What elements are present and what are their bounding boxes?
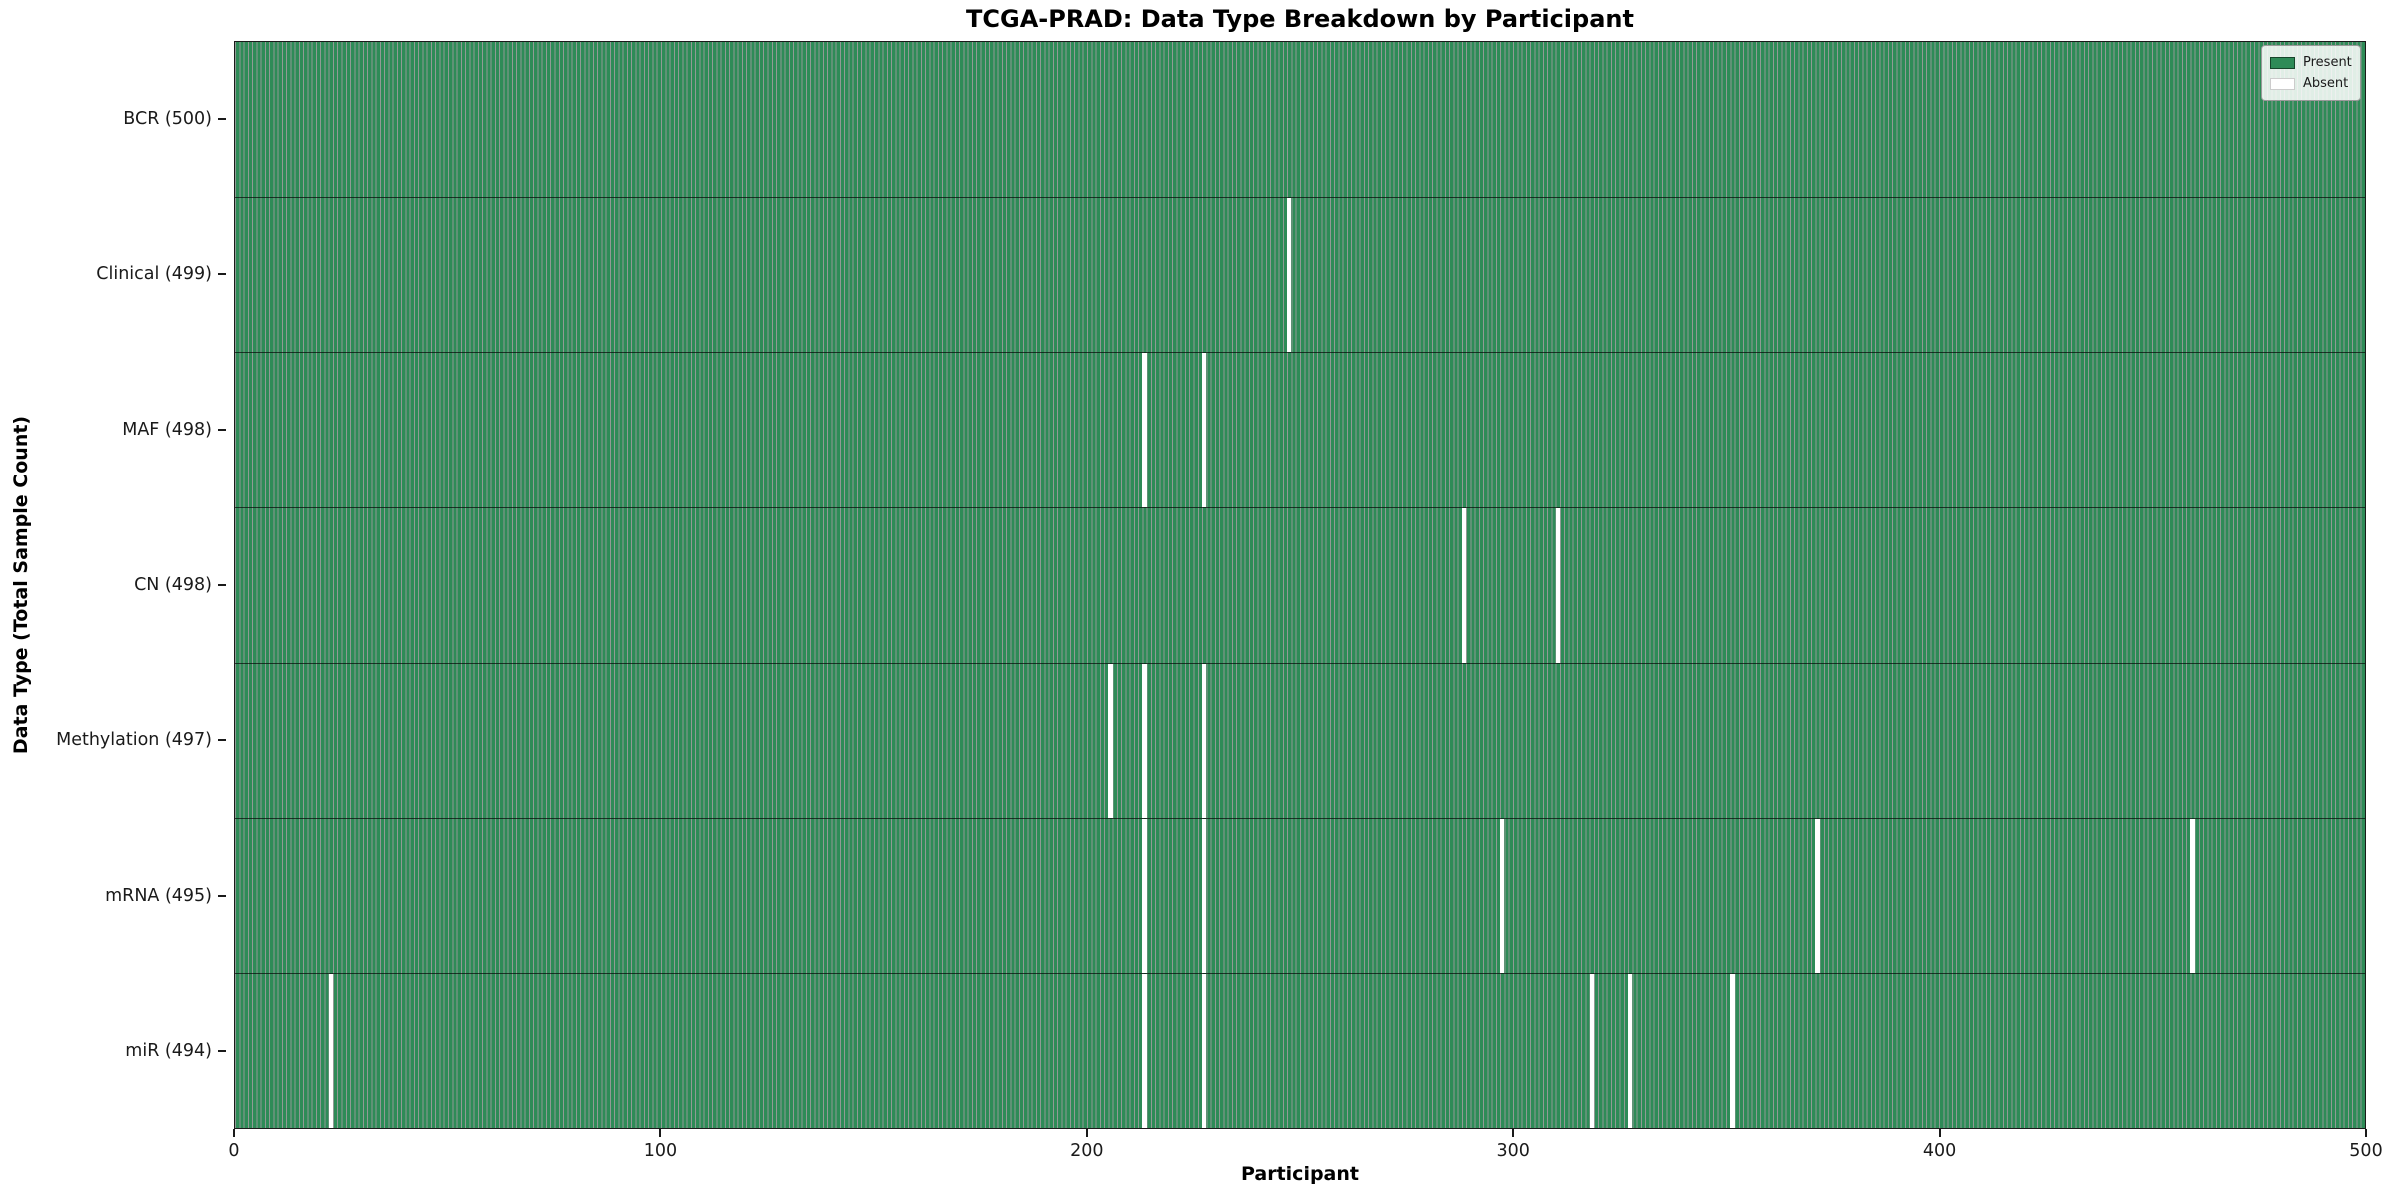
chart-title: TCGA-PRAD: Data Type Breakdown by Partic… [966,5,1634,33]
x-tick-label-500: 500 [2349,1141,2383,1161]
absent-gap-mrna-227 [1202,818,1207,973]
absent-gap-mir-318 [1589,973,1594,1128]
y-tick-mark [218,428,226,431]
legend-entry-present: Present [2270,52,2352,73]
x-tick-mark [659,1129,662,1137]
absent-gap-cn-310 [1555,508,1560,663]
plot-area: Present Absent [234,41,2366,1129]
x-tick-label-200: 200 [1070,1141,1104,1161]
y-tick-label-mrna: mRNA (495) [105,885,212,906]
absent-gap-mir-213 [1142,973,1147,1128]
legend-label-present: Present [2303,55,2352,70]
absent-gap-mrna-213 [1142,818,1147,973]
absent-gap-mir-22 [328,973,333,1128]
y-tick-label-mir: miR (494) [125,1041,212,1062]
x-tick-mark [233,1129,235,1137]
absent-gap-maf-213 [1142,353,1147,508]
absent-gap-mir-351 [1730,973,1735,1128]
absent-swatch-icon [2270,77,2295,90]
x-tick-mark [1938,1129,1941,1137]
x-tick-label-300: 300 [1496,1141,1530,1161]
heatmap-row-maf [235,352,2365,508]
absent-gap-methylation-205 [1108,663,1113,818]
absent-gap-cn-288 [1461,508,1467,663]
y-tick-label-clinical: Clinical (499) [96,264,212,285]
x-tick-mark [1085,1129,1088,1137]
y-tick-label-bcr: BCR (500) [123,108,212,129]
present-swatch-icon [2270,56,2295,69]
legend-label-absent: Absent [2303,76,2349,91]
y-tick-mark [218,117,226,120]
y-tick-mark [218,1050,226,1053]
heatmap-row-cn [235,507,2365,663]
absent-gap-maf-227 [1202,353,1207,508]
heatmap-row-clinical [235,197,2365,353]
heatmap-row-bcr [235,42,2365,198]
heatmap-row-methylation [235,662,2365,818]
absent-gap-mrna-297 [1500,818,1505,973]
x-tick-label-0: 0 [228,1141,240,1161]
x-tick-mark [1512,1129,1515,1137]
x-tick-mark [2365,1129,2367,1137]
absent-gap-mir-327 [1628,973,1633,1128]
legend-entry-absent: Absent [2270,73,2352,94]
y-tick-label-methylation: Methylation (497) [56,730,212,751]
heatmap-row-mrna [235,817,2365,973]
y-tick-mark [218,739,226,742]
legend: Present Absent [2261,45,2361,101]
absent-gap-mrna-459 [2190,818,2195,973]
x-axis-title: Participant [1240,1163,1359,1185]
y-tick-label-maf: MAF (498) [122,419,212,440]
absent-gap-methylation-227 [1202,663,1207,818]
y-axis-tick-labels: BCR (500) Clinical (499) MAF (498) CN (498)… [0,41,226,1129]
x-tick-label-400: 400 [1922,1141,1957,1161]
x-tick-label-100: 100 [643,1141,678,1161]
absent-gap-methylation-213 [1142,663,1147,818]
y-tick-mark [218,584,226,586]
x-axis-ticks: 0 100 200 300 400 500 [228,1129,2383,1189]
absent-gap-mrna-371 [1815,818,1820,973]
absent-gap-mir-227 [1202,973,1207,1128]
y-tick-mark [218,894,226,897]
y-tick-label-cn: CN (498) [134,575,212,595]
absent-gap-clinical-247 [1287,198,1292,353]
y-tick-mark [218,273,226,276]
heatmap-row-mir [235,972,2365,1128]
